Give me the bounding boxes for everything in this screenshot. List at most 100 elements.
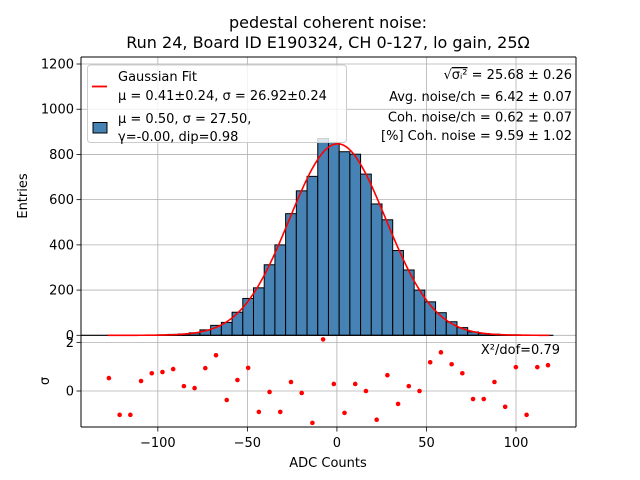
x-axis-label: ADC Counts (289, 456, 367, 471)
residual-point (277, 409, 283, 415)
residual-point (363, 388, 369, 394)
y-tick-label: 1000 (41, 103, 74, 118)
residual-grid (81, 335, 576, 427)
stats-avg-noise: Avg. noise/ch = 6.42 ± 0.07 (389, 90, 572, 105)
residual-point (417, 388, 422, 394)
histogram-bar (370, 203, 383, 336)
residual-point (406, 383, 412, 389)
residual-point (235, 377, 240, 383)
histogram-bar (338, 151, 351, 336)
sqrt-value: = 25.68 ± 0.26 (468, 68, 572, 83)
histogram-bar (242, 297, 254, 336)
residual-y-tick-label: 0 (66, 385, 74, 400)
legend-hist-line2: γ=-0.00, dip=0.98 (118, 130, 238, 145)
y-tick-label: 400 (49, 238, 74, 253)
residual-point (374, 417, 379, 423)
y-tick-label: 800 (49, 148, 74, 163)
residual-point (256, 409, 262, 415)
residual-point (170, 366, 176, 372)
sqrt-symbol: √ (443, 68, 452, 83)
histogram-bar (402, 269, 415, 336)
residual-point (385, 372, 390, 378)
y-tick-label: 1200 (41, 58, 74, 73)
residual-point (117, 412, 122, 418)
residual-point (224, 397, 230, 403)
stats-coh-noise: Coh. noise/ch = 0.62 ± 0.07 (388, 111, 572, 126)
x-tick-label: −100 (140, 436, 176, 451)
histogram-bar (392, 250, 404, 336)
stats-text: √σᵢ² = 25.68 ± 0.26 Avg. noise/ch = 6.42… (381, 68, 572, 144)
legend-fit-params: μ = 0.41±0.24, σ = 26.92±0.24 (118, 89, 327, 104)
chi2-annotation: X²/dof=0.79 (481, 343, 560, 358)
residual-point (288, 379, 294, 385)
histogram-bar (327, 141, 340, 336)
residual-point (427, 359, 433, 365)
histogram-bar (381, 219, 394, 336)
x-tick-label: 0 (333, 436, 341, 451)
residual-points (106, 337, 551, 426)
residual-point (438, 350, 444, 355)
residual-point (149, 370, 155, 376)
histogram-bar (360, 173, 372, 336)
histogram-bar (424, 301, 437, 336)
histogram-bars (81, 138, 554, 336)
histogram-bar (252, 287, 265, 336)
legend-frame (87, 64, 347, 143)
histogram-bar (263, 264, 276, 336)
residual-point (310, 420, 315, 426)
y-tick-label: 600 (49, 193, 74, 208)
x-tick-label: 50 (418, 436, 435, 451)
histogram-bar (317, 138, 329, 336)
stats-coh-percent: [%] Coh. noise = 9.59 ± 1.02 (381, 129, 572, 144)
residual-point (203, 365, 208, 371)
residual-point (331, 381, 337, 387)
residual-point (320, 337, 326, 342)
residual-point (128, 412, 133, 418)
residual-point (342, 410, 347, 416)
histogram-bar (285, 213, 297, 336)
sqrt-term: σᵢ² (452, 68, 468, 83)
fit-curve-group (107, 143, 550, 337)
residual-point (299, 390, 304, 396)
residual-point (449, 361, 454, 367)
gaussian-fit-curve (107, 143, 550, 337)
residual-point (106, 375, 112, 381)
residual-point (160, 369, 165, 375)
histogram-bar (349, 153, 362, 336)
residual-point (138, 378, 144, 384)
x-tick-label: 100 (504, 436, 529, 451)
residual-point (352, 381, 358, 387)
residual-point (481, 396, 487, 402)
histogram-bar (306, 175, 319, 336)
residual-point (502, 404, 508, 410)
residual-point (470, 396, 476, 402)
legend-histogram-patch-icon (92, 122, 108, 134)
y-axis-label: Entries (16, 173, 31, 219)
residual-point (492, 379, 497, 385)
residual-point (245, 365, 251, 371)
histogram-bar (295, 190, 308, 336)
residual-point (513, 364, 519, 370)
stats-sqrt-sigma: √σᵢ² = 25.68 ± 0.26 (443, 68, 572, 83)
residual-y-tick-label: 2 (66, 336, 74, 351)
residual-point (181, 383, 187, 389)
legend-fit-label: Gaussian Fit (118, 70, 197, 85)
chart-title-line1: pedestal coherent noise: (229, 13, 427, 32)
chart-title-line2: Run 24, Board ID E190324, CH 0-127, lo g… (126, 33, 529, 52)
y-tick-label: 200 (49, 284, 74, 299)
y-tick-label: 0 (66, 329, 74, 344)
residual-point (524, 412, 529, 418)
legend: Gaussian Fit μ = 0.41±0.24, σ = 26.92±0.… (87, 64, 347, 145)
residual-point (267, 389, 272, 395)
residual-y-axis-label: σ (38, 377, 53, 385)
x-tick-label: −50 (234, 436, 261, 451)
residual-point (534, 364, 540, 370)
histogram-bar (274, 244, 287, 336)
residual-point (213, 352, 219, 358)
residual-point (192, 385, 197, 391)
residual-point (395, 401, 401, 407)
residual-point (545, 362, 551, 368)
residual-point (460, 370, 465, 376)
